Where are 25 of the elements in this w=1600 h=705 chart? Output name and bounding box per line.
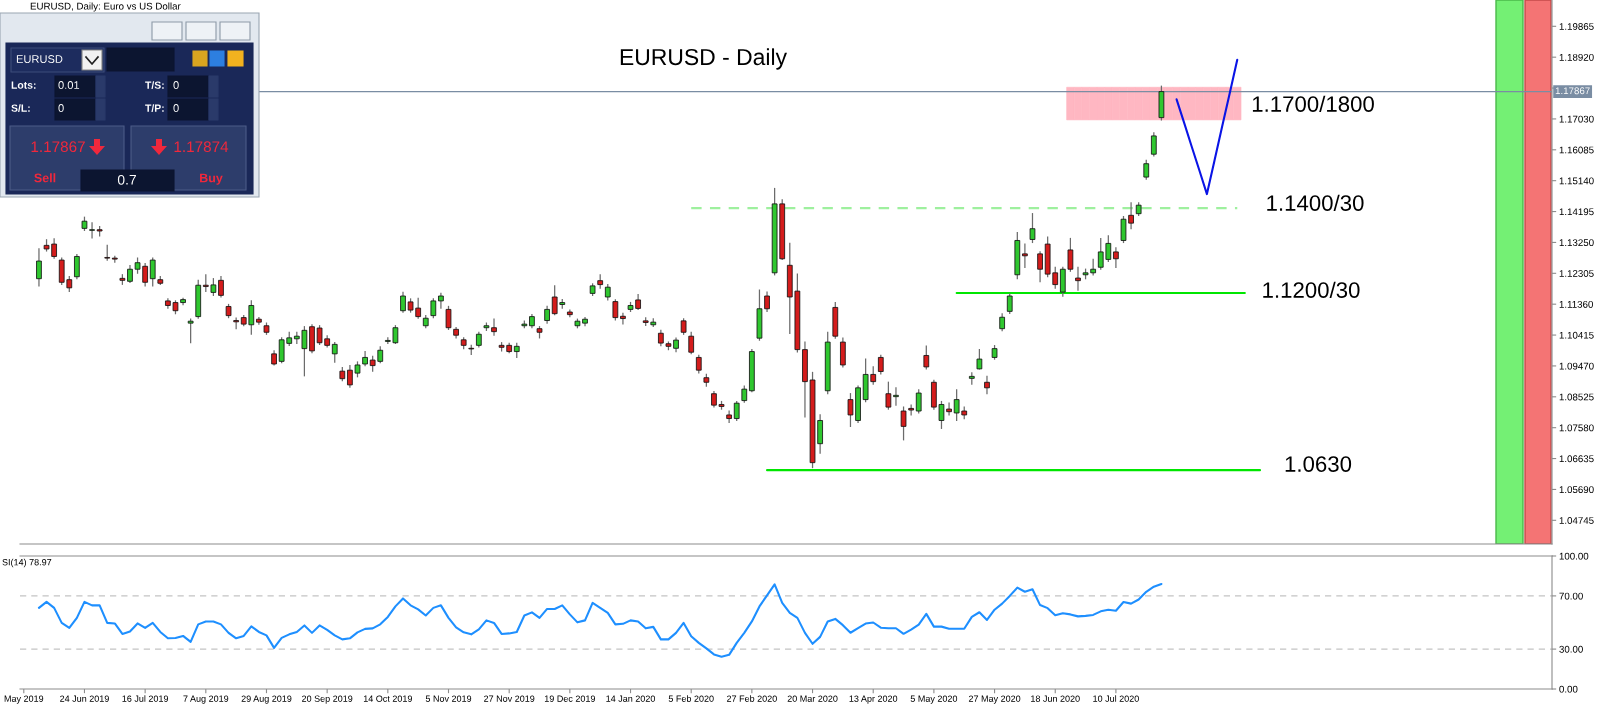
- x-tick-label: 7 Aug 2019: [183, 695, 229, 704]
- x-tick-label: 20 Sep 2019: [302, 695, 353, 704]
- y-tick-label: 1.04745: [1559, 517, 1594, 524]
- x-tick-label: 18 Jun 2020: [1031, 695, 1080, 702]
- x-tick-label: 27 Nov 2019: [484, 695, 535, 702]
- x-tick-label: 5 Feb 2020: [668, 695, 714, 702]
- y-tick-label: 100.00: [1559, 552, 1589, 560]
- x-tick-label: 5 May 2020: [910, 695, 958, 704]
- x-tick-label: May 2019: [4, 695, 44, 704]
- x-tick-label: 20 Mar 2020: [787, 695, 838, 702]
- x-tick-label: 27 Feb 2020: [726, 695, 777, 702]
- y-tick-label: 0.00: [1559, 685, 1578, 693]
- x-tick-label: 14 Jan 2020: [606, 695, 656, 702]
- x-tick-label: 19 Dec 2019: [544, 695, 596, 702]
- x-tick-label: 29 Aug 2019: [241, 695, 292, 704]
- x-tick-label: 13 Apr 2020: [849, 695, 898, 704]
- chart-title: SI(14) 78.97: [2, 558, 52, 568]
- x-tick-label: 10 Jul 2020: [1093, 695, 1139, 702]
- x-tick-label: 16 Jul 2019: [122, 695, 169, 702]
- x-tick-label: 27 May 2020: [968, 695, 1021, 704]
- x-tick-label: 14 Oct 2019: [363, 695, 412, 702]
- y-tick-label: 70.00: [1559, 592, 1583, 600]
- y-tick-label: 30.00: [1559, 645, 1583, 653]
- x-tick-label: 24 Jun 2019: [60, 695, 109, 702]
- x-tick-label: 5 Nov 2019: [425, 695, 472, 702]
